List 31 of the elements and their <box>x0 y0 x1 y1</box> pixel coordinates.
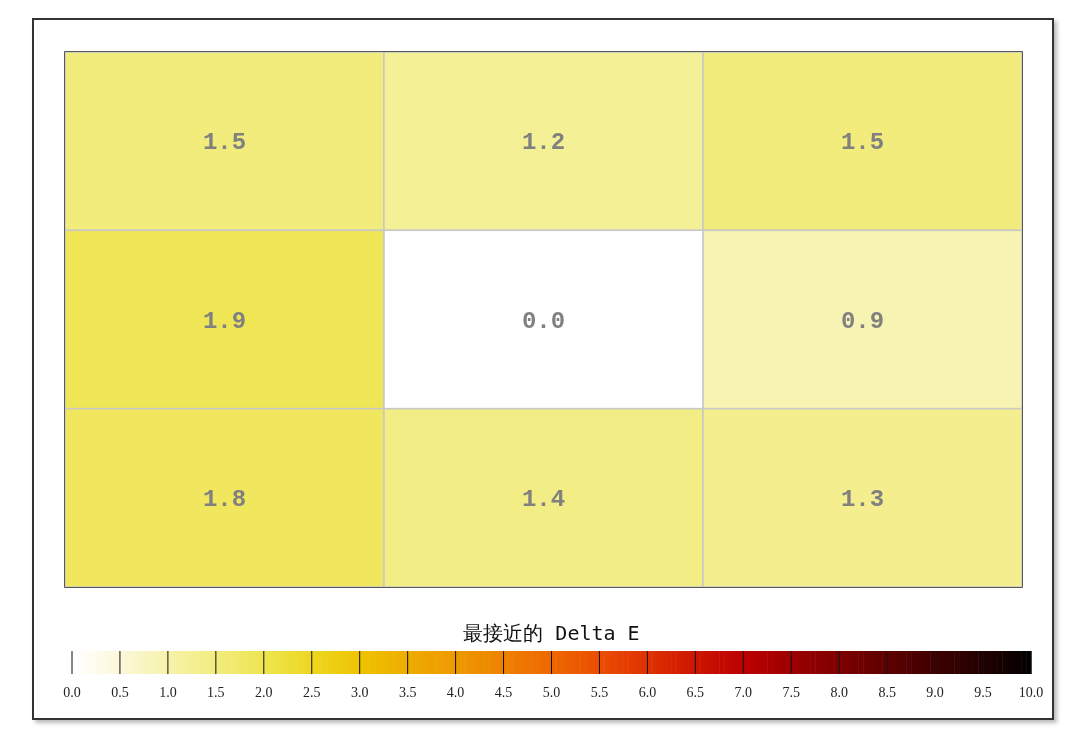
color-bar-label: 1.0 <box>159 685 177 700</box>
color-bar-label: 0.0 <box>63 685 81 700</box>
data-label: 0.0 <box>521 307 566 335</box>
data-label: 1.9 <box>202 307 247 335</box>
data-label: 1.3 <box>840 485 885 513</box>
data-label: 1.5 <box>840 129 885 157</box>
color-bar-label: 6.5 <box>686 685 705 700</box>
color-bar-label: 4.0 <box>446 685 465 700</box>
color-bar-label: 7.0 <box>734 685 753 700</box>
data-label: 1.4 <box>521 485 566 513</box>
color-bar-label: 9.5 <box>974 685 992 700</box>
color-bar-label: 5.0 <box>542 685 561 700</box>
color-bar-label: 8.5 <box>878 685 896 700</box>
data-label: 1.2 <box>521 129 566 157</box>
color-bar-label: 5.5 <box>590 685 609 700</box>
color-bar-label: 6.0 <box>638 685 657 700</box>
data-label: 0.9 <box>840 307 885 335</box>
color-bar-label: 1.5 <box>207 685 225 700</box>
data-label: 1.8 <box>202 485 247 513</box>
color-bar-label: 3.5 <box>398 685 417 700</box>
color-bar-label: 7.5 <box>782 685 800 700</box>
color-bar-title: 最接近的 Delta E <box>463 621 640 645</box>
color-bar-label: 2.5 <box>303 685 321 700</box>
color-bar-label: 8.0 <box>830 685 848 700</box>
color-bar-label: 4.5 <box>494 685 513 700</box>
color-bar-label: 2.0 <box>255 685 273 700</box>
data-label: 1.5 <box>202 129 247 157</box>
color-bar-label: 3.0 <box>350 685 369 700</box>
color-bar-label: 9.0 <box>926 685 944 700</box>
color-bar-label: 10.0 <box>1018 685 1044 700</box>
color-bar-label: 0.5 <box>111 685 129 700</box>
